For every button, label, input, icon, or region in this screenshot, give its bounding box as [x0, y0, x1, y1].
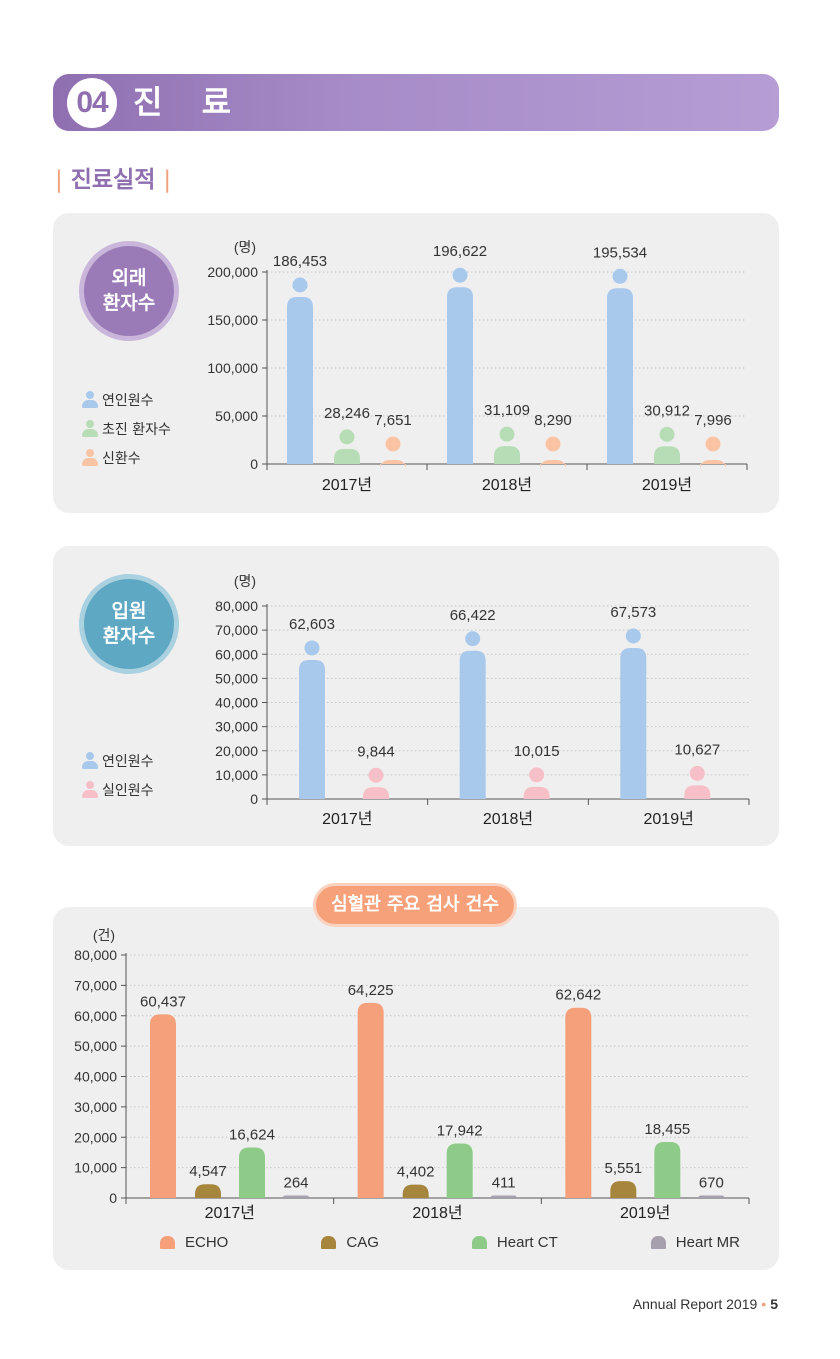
legend-label: ECHO: [185, 1234, 229, 1251]
cardio-title-pill: 심혈관 주요 검사 건수: [313, 883, 517, 927]
legend-label: 초진 환자수: [102, 421, 171, 438]
legend-label: Heart MR: [675, 1234, 740, 1251]
outpatient-badge: 외래 환자수: [79, 241, 179, 341]
inpatient-badge-line1: 입원: [111, 600, 147, 622]
legend-item: 연인원수: [82, 385, 171, 414]
subtitle-text: 진료실적: [70, 167, 156, 193]
legend-label: 연인원수: [102, 392, 154, 409]
legend-label: 신환수: [102, 450, 141, 467]
section-title: 진 료: [133, 83, 246, 121]
legend-label: 연인원수: [102, 753, 154, 770]
inpatient-legend: 연인원수 실인원수: [82, 746, 154, 804]
subtitle-bar-right: |: [163, 167, 172, 193]
outpatient-badge-line2: 환자수: [102, 292, 156, 314]
legend-item: 실인원수: [82, 775, 154, 804]
page-number: 5: [770, 1296, 778, 1312]
legend-label: Heart CT: [496, 1234, 558, 1251]
inpatient-badge: 입원 환자수: [79, 574, 179, 674]
legend-label: CAG: [346, 1234, 379, 1251]
subtitle: | 진료실적 |: [55, 160, 171, 194]
person-icon: [82, 390, 98, 409]
person-icon: [82, 780, 98, 799]
outpatient-badge-line1: 외래: [111, 267, 147, 289]
legend-item-heart-ct: Heart CT: [471, 1234, 558, 1251]
cardio-panel: [53, 907, 779, 1270]
page-footer: Annual Report 2019 • 5: [633, 1296, 778, 1312]
person-icon: [82, 448, 98, 467]
legend-item-cag: CAG: [321, 1234, 379, 1251]
footer-dot: •: [761, 1296, 767, 1312]
subtitle-bar-left: |: [55, 167, 63, 193]
inpatient-panel: 입원 환자수 연인원수 실인원수: [53, 546, 779, 846]
legend-label: 실인원수: [102, 782, 154, 799]
legend-item-heart-mr: Heart MR: [650, 1234, 740, 1251]
cardio-legend: ECHO CAG Heart CT Heart MR: [160, 1234, 740, 1251]
legend-item: 연인원수: [82, 746, 154, 775]
section-header-bar: 04 진 료: [53, 74, 779, 131]
legend-item: 초진 환자수: [82, 414, 171, 443]
person-icon: [82, 751, 98, 770]
section-number: 04: [67, 78, 117, 128]
legend-item-echo: ECHO: [160, 1234, 228, 1251]
legend-item: 신환수: [82, 443, 171, 472]
person-icon: [82, 419, 98, 438]
outpatient-legend: 연인원수 초진 환자수 신환수: [82, 385, 171, 472]
inpatient-badge-line2: 환자수: [102, 625, 156, 647]
footer-text: Annual Report 2019: [632, 1296, 758, 1312]
outpatient-panel: 외래 환자수 연인원수 초진 환자수 신환수: [53, 213, 779, 513]
